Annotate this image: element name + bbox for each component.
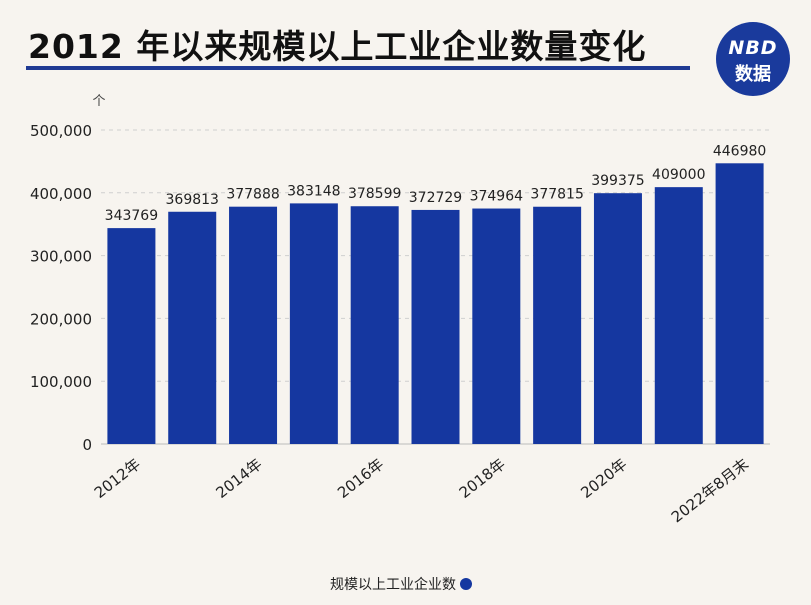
bar — [289, 203, 338, 444]
data-label: 446980 — [713, 143, 766, 159]
x-tick-label: 2020年 — [577, 455, 630, 502]
data-label: 372729 — [409, 190, 462, 206]
y-tick-label: 200,000 — [30, 310, 92, 328]
y-tick-label: 400,000 — [30, 185, 92, 203]
x-tick-label: 2022年8月末 — [668, 455, 752, 526]
bar — [654, 187, 703, 444]
bar — [533, 206, 582, 444]
x-tick-label: 2016年 — [334, 455, 387, 502]
y-tick-label: 500,000 — [30, 122, 92, 140]
data-label: 374964 — [470, 189, 524, 205]
y-unit-label: 个 — [92, 94, 105, 109]
data-label: 343769 — [105, 208, 158, 224]
nbd-logo: NBD 数据 — [716, 22, 790, 96]
bar — [107, 228, 156, 444]
legend-marker — [460, 578, 472, 590]
x-tick-label: 2012年 — [91, 455, 144, 502]
x-tick-label: 2018年 — [456, 455, 509, 502]
y-tick-label: 300,000 — [30, 248, 92, 266]
bar — [168, 211, 217, 444]
data-label: 369813 — [166, 192, 219, 208]
data-label: 383148 — [287, 183, 340, 199]
bar — [229, 206, 278, 444]
bar — [411, 209, 460, 444]
legend[interactable]: 规模以上工业企业数 — [330, 574, 472, 594]
data-label: 399375 — [591, 173, 644, 189]
bar — [350, 206, 399, 444]
logo-line1: NBD — [728, 37, 778, 59]
data-label: 378599 — [348, 186, 401, 202]
data-label: 409000 — [652, 167, 705, 183]
y-tick-label: 100,000 — [30, 373, 92, 391]
bar-chart: 个 0 100,000 200,000 300,000 400,000 500,000 343… — [30, 94, 770, 526]
data-label: 377815 — [530, 187, 583, 203]
logo-line2: 数据 — [735, 64, 771, 85]
title-underline — [26, 66, 690, 70]
bar — [715, 163, 764, 444]
page-title: 2012 年以来规模以上工业企业数量变化 — [28, 27, 647, 66]
bar — [593, 193, 642, 444]
bar — [472, 208, 521, 444]
data-label: 377888 — [226, 187, 279, 203]
legend-label: 规模以上工业企业数 — [330, 577, 456, 593]
x-tick-label: 2014年 — [213, 455, 266, 502]
y-tick-label: 0 — [82, 436, 92, 454]
